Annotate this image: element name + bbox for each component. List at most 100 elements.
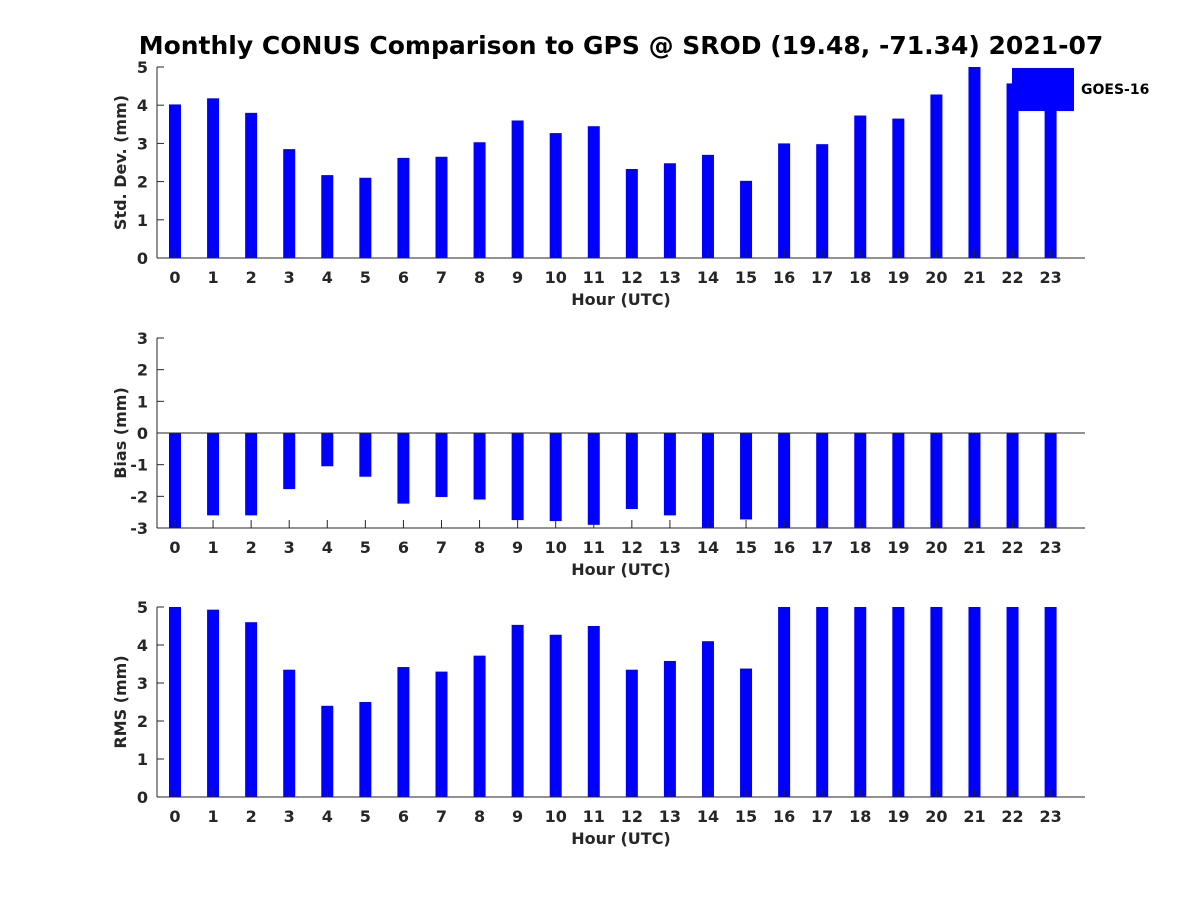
x-tick-label: 6 — [398, 538, 409, 557]
x-tick-label: 22 — [1001, 807, 1023, 826]
bar — [359, 702, 372, 797]
x-tick-label: 19 — [887, 538, 909, 557]
x-tick-label: 1 — [207, 807, 218, 826]
x-tick-label: 8 — [474, 268, 485, 287]
bar — [549, 634, 562, 797]
bar — [778, 607, 791, 797]
bar — [1006, 433, 1019, 528]
legend: GOES-16 — [1012, 68, 1149, 111]
bar — [968, 433, 981, 528]
bar — [625, 433, 638, 509]
x-tick-label: 3 — [284, 268, 295, 287]
x-tick-label: 0 — [169, 538, 180, 557]
x-tick-label: 1 — [207, 538, 218, 557]
bar — [207, 433, 220, 516]
x-tick-label: 5 — [360, 268, 371, 287]
bar — [397, 433, 410, 504]
x-tick-label: 23 — [1039, 538, 1061, 557]
bar — [321, 705, 334, 797]
x-tick-label: 18 — [849, 268, 871, 287]
y-tick-label: 3 — [137, 674, 148, 693]
bar — [892, 118, 905, 258]
x-tick-label: 9 — [512, 807, 523, 826]
bar — [283, 433, 296, 490]
chart-title: Monthly CONUS Comparison to GPS @ SROD (… — [139, 31, 1104, 60]
x-tick-label: 15 — [735, 807, 757, 826]
bar — [359, 433, 372, 477]
bar — [435, 671, 448, 797]
bar — [968, 607, 981, 797]
bar — [169, 433, 181, 528]
x-tick-label: 23 — [1039, 807, 1061, 826]
x-tick-label: 10 — [545, 268, 567, 287]
y-tick-label: 1 — [137, 750, 148, 769]
x-tick-label: 20 — [925, 268, 947, 287]
x-tick-label: 16 — [773, 807, 795, 826]
x-tick-label: 6 — [398, 807, 409, 826]
bar — [816, 607, 829, 797]
bar — [663, 660, 676, 797]
x-axis-label: Hour (UTC) — [571, 829, 671, 848]
bar — [283, 669, 296, 797]
x-tick-label: 17 — [811, 807, 833, 826]
x-tick-label: 22 — [1001, 538, 1023, 557]
bar — [740, 433, 753, 520]
y-tick-label: -1 — [130, 456, 148, 475]
bar — [207, 609, 220, 797]
x-tick-label: 4 — [322, 268, 333, 287]
x-tick-label: 11 — [583, 268, 605, 287]
bar — [625, 669, 638, 797]
x-tick-label: 23 — [1039, 268, 1061, 287]
bar — [625, 168, 638, 258]
bar — [473, 433, 486, 500]
bar — [587, 433, 600, 525]
x-tick-label: 5 — [360, 807, 371, 826]
x-tick-label: 12 — [621, 538, 643, 557]
bar — [701, 154, 714, 258]
bar — [968, 67, 981, 258]
y-tick-label: -3 — [130, 519, 148, 538]
bar — [663, 433, 676, 516]
bar — [930, 94, 943, 258]
bar — [587, 126, 600, 259]
bar — [1044, 433, 1057, 528]
bar — [435, 156, 448, 258]
x-tick-label: 14 — [697, 807, 719, 826]
x-tick-label: 6 — [398, 268, 409, 287]
x-tick-label: 9 — [512, 268, 523, 287]
x-tick-label: 2 — [246, 807, 257, 826]
bar — [587, 626, 600, 797]
x-tick-label: 22 — [1001, 268, 1023, 287]
x-tick-label: 10 — [545, 807, 567, 826]
x-tick-label: 13 — [659, 268, 681, 287]
x-tick-label: 14 — [697, 268, 719, 287]
x-tick-label: 12 — [621, 807, 643, 826]
bar — [511, 433, 524, 521]
x-tick-label: 12 — [621, 268, 643, 287]
bar — [245, 112, 258, 258]
bar — [473, 655, 486, 797]
x-tick-label: 7 — [436, 268, 447, 287]
x-tick-label: 2 — [246, 268, 257, 287]
y-axis-label: Std. Dev. (mm) — [111, 95, 130, 230]
bar — [892, 433, 905, 528]
x-tick-label: 18 — [849, 807, 871, 826]
y-tick-label: 4 — [137, 96, 148, 115]
bar — [663, 163, 676, 258]
x-tick-label: 3 — [284, 538, 295, 557]
y-tick-label: 0 — [137, 788, 148, 807]
x-tick-label: 9 — [512, 538, 523, 557]
bar — [1044, 607, 1057, 797]
y-tick-label: 3 — [137, 329, 148, 348]
x-tick-label: 2 — [246, 538, 257, 557]
x-tick-label: 19 — [887, 268, 909, 287]
x-tick-label: 16 — [773, 538, 795, 557]
bar — [701, 641, 714, 797]
x-tick-label: 18 — [849, 538, 871, 557]
x-tick-label: 20 — [925, 538, 947, 557]
x-tick-label: 8 — [474, 538, 485, 557]
y-tick-label: 5 — [137, 58, 148, 77]
x-axis-label: Hour (UTC) — [571, 290, 671, 309]
bar — [892, 607, 905, 797]
